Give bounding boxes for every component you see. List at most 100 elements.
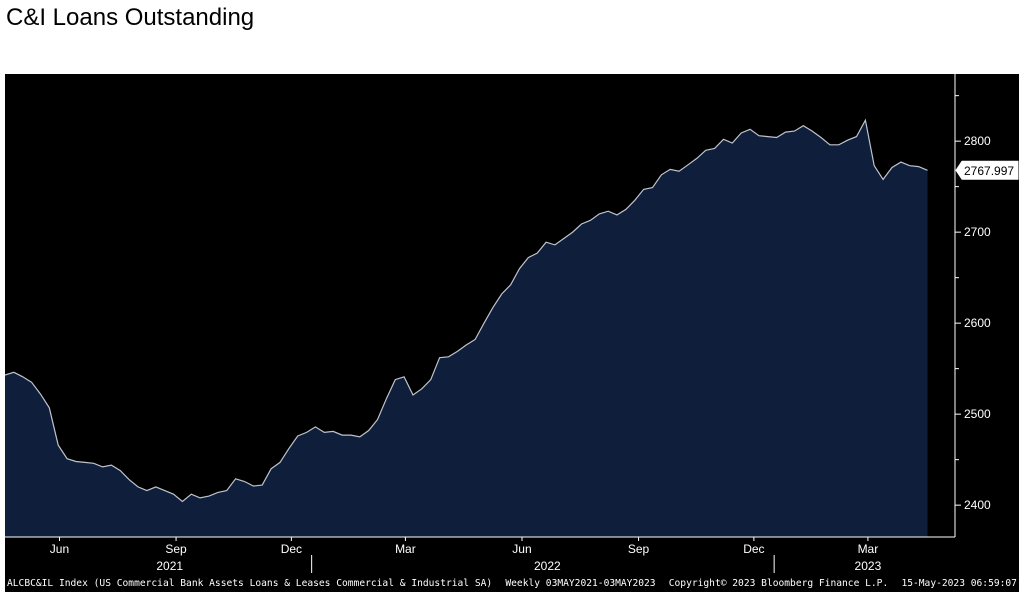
data-point	[120, 470, 121, 471]
data-point	[75, 461, 76, 462]
data-point	[803, 125, 804, 126]
chart-panel: 2400 2500 2600 2700 2800 2767.997 Jun Sep Dec Mar…	[5, 74, 1019, 592]
data-point	[714, 148, 715, 149]
data-point	[918, 166, 919, 167]
x-month-label: Mar	[858, 542, 879, 556]
data-point	[696, 158, 697, 159]
data-point	[519, 268, 520, 269]
data-point	[333, 431, 334, 432]
data-point	[430, 379, 431, 380]
data-point	[67, 458, 68, 459]
data-point	[58, 445, 59, 446]
data-point	[412, 394, 413, 395]
data-point	[891, 167, 892, 168]
data-point	[93, 463, 94, 464]
chart-title: C&I Loans Outstanding	[6, 4, 255, 31]
footer-copyright: Copyright© 2023 Bloomberg Finance L.P.	[668, 578, 889, 589]
data-point	[146, 490, 147, 491]
data-point	[253, 485, 254, 486]
x-month-label: Dec	[743, 542, 764, 556]
x-year-label: 2023	[855, 559, 882, 573]
data-point	[599, 213, 600, 214]
data-point	[785, 132, 786, 133]
x-year-label: 2021	[156, 559, 183, 573]
data-point	[829, 144, 830, 145]
data-point	[439, 357, 440, 358]
data-point	[643, 189, 644, 190]
data-point	[670, 169, 671, 170]
data-point	[395, 379, 396, 380]
data-point	[368, 430, 369, 431]
data-point	[31, 382, 32, 383]
data-point	[679, 171, 680, 172]
data-point	[315, 426, 316, 427]
last-value-badge: 2767.997	[955, 160, 1019, 180]
data-point	[847, 140, 848, 141]
data-point	[200, 497, 201, 498]
data-point	[883, 179, 884, 180]
data-point	[22, 376, 23, 377]
data-point	[111, 465, 112, 466]
last-value-label: 2767.997	[964, 164, 1014, 178]
data-point	[235, 478, 236, 479]
data-point	[510, 284, 511, 285]
data-point	[226, 490, 227, 491]
x-month-label: Mar	[395, 542, 416, 556]
data-point	[909, 165, 910, 166]
data-point	[483, 323, 484, 324]
data-point	[652, 187, 653, 188]
loans-area-chart: 2400 2500 2600 2700 2800 2767.997 Jun Sep Dec Mar…	[5, 74, 1019, 573]
data-point	[359, 436, 360, 437]
data-point	[421, 388, 422, 389]
axis-layer: 2400 2500 2600 2700 2800 2767.997 Jun Sep Dec Mar…	[5, 74, 1019, 573]
data-point	[572, 232, 573, 233]
data-point	[49, 407, 50, 408]
data-point	[102, 466, 103, 467]
data-point	[492, 307, 493, 308]
data-point	[856, 136, 857, 137]
y-tick-label: 2800	[964, 134, 991, 148]
data-point	[457, 351, 458, 352]
data-point	[528, 257, 529, 258]
plot-layer	[5, 118, 928, 537]
data-point	[155, 486, 156, 487]
data-point	[616, 214, 617, 215]
data-point	[208, 496, 209, 497]
data-point	[865, 120, 866, 121]
data-point	[164, 490, 165, 491]
data-point	[732, 142, 733, 143]
data-point	[306, 432, 307, 433]
data-point	[776, 137, 777, 138]
data-point	[874, 165, 875, 166]
x-month-label: Sep	[628, 542, 650, 556]
data-point	[625, 209, 626, 210]
y-tick-label: 2400	[964, 498, 991, 512]
x-month-label: Dec	[281, 542, 302, 556]
data-point	[271, 468, 272, 469]
y-tick-label: 2600	[964, 316, 991, 330]
y-tick-label: 2700	[964, 225, 991, 239]
footer-timestamp: 15-May-2023 06:59:07	[901, 578, 1017, 589]
data-point	[820, 137, 821, 138]
data-point	[129, 479, 130, 480]
data-point	[324, 432, 325, 433]
last-value-box	[955, 160, 1019, 180]
x-year-label: 2022	[534, 559, 561, 573]
series-line	[5, 118, 928, 503]
x-month-label: Sep	[165, 542, 187, 556]
data-point	[377, 419, 378, 420]
data-point	[182, 501, 183, 502]
data-point	[590, 220, 591, 221]
data-point	[297, 435, 298, 436]
data-point	[927, 170, 928, 171]
data-point	[581, 223, 582, 224]
data-point	[741, 132, 742, 133]
data-point	[750, 129, 751, 130]
data-point	[448, 356, 449, 357]
data-point	[217, 492, 218, 493]
data-point	[84, 462, 85, 463]
footer-ticker: ALCBC&IL Index (US Commercial Bank Asset…	[7, 578, 493, 589]
data-point	[173, 494, 174, 495]
data-point	[244, 481, 245, 482]
chart-footer: ALCBC&IL Index (US Commercial Bank Asset…	[7, 578, 1017, 589]
